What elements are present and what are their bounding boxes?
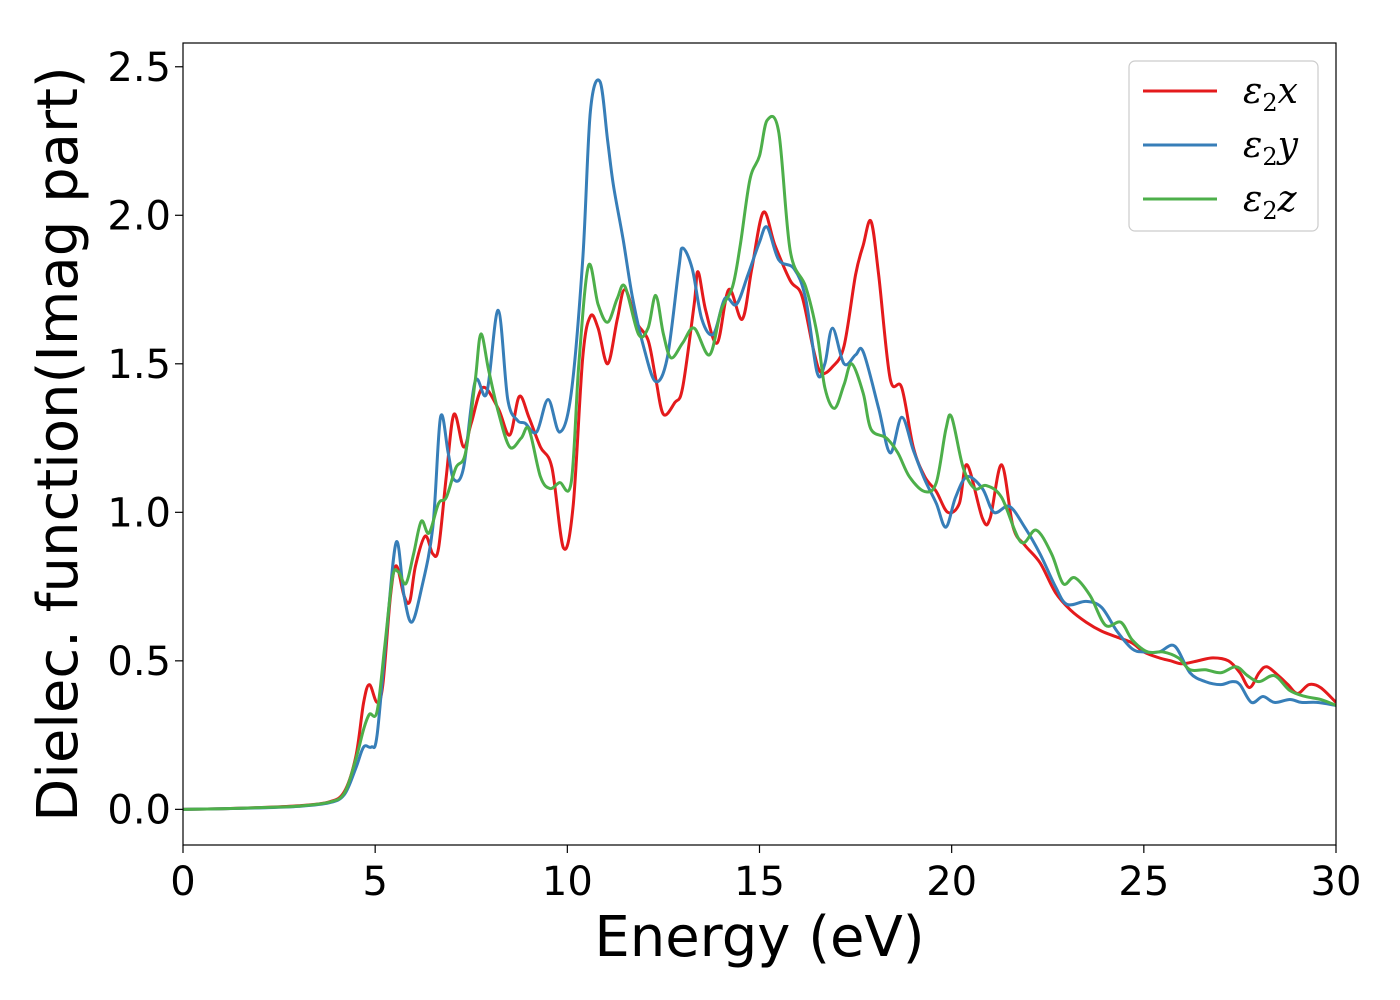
legend-label-x: ε2x <box>1243 71 1298 117</box>
y-tick-label: 1.0 <box>107 490 171 536</box>
x-tick-label: 10 <box>542 859 593 905</box>
x-tick-label: 0 <box>170 859 195 905</box>
y-axis-label: Dielec. function(Imag part) <box>26 66 91 822</box>
x-tick-label: 15 <box>734 859 785 905</box>
legend-label-z: ε2z <box>1243 179 1298 225</box>
x-tick-label: 20 <box>926 859 977 905</box>
y-tick-label: 0.0 <box>107 787 171 833</box>
x-tick-label: 25 <box>1118 859 1169 905</box>
series-layer <box>183 78 1336 811</box>
y-tick-label: 0.5 <box>107 639 171 685</box>
legend-box <box>1128 60 1319 232</box>
y-tick-label: 2.5 <box>107 45 171 91</box>
x-axis: 0 5 10 15 20 25 30 <box>170 845 1361 905</box>
x-tick-label: 5 <box>362 859 387 905</box>
legend: ε2x ε2y ε2z <box>1128 60 1319 232</box>
y-axis: 0.0 0.5 1.0 1.5 2.0 2.5 <box>107 45 183 833</box>
series-line-z <box>183 115 1336 811</box>
y-tick-label: 2.0 <box>107 193 171 239</box>
legend-label-y: ε2y <box>1243 125 1299 171</box>
x-tick-label: 30 <box>1311 859 1362 905</box>
x-axis-label: Energy (eV) <box>594 905 924 970</box>
y-tick-label: 1.5 <box>107 342 171 388</box>
